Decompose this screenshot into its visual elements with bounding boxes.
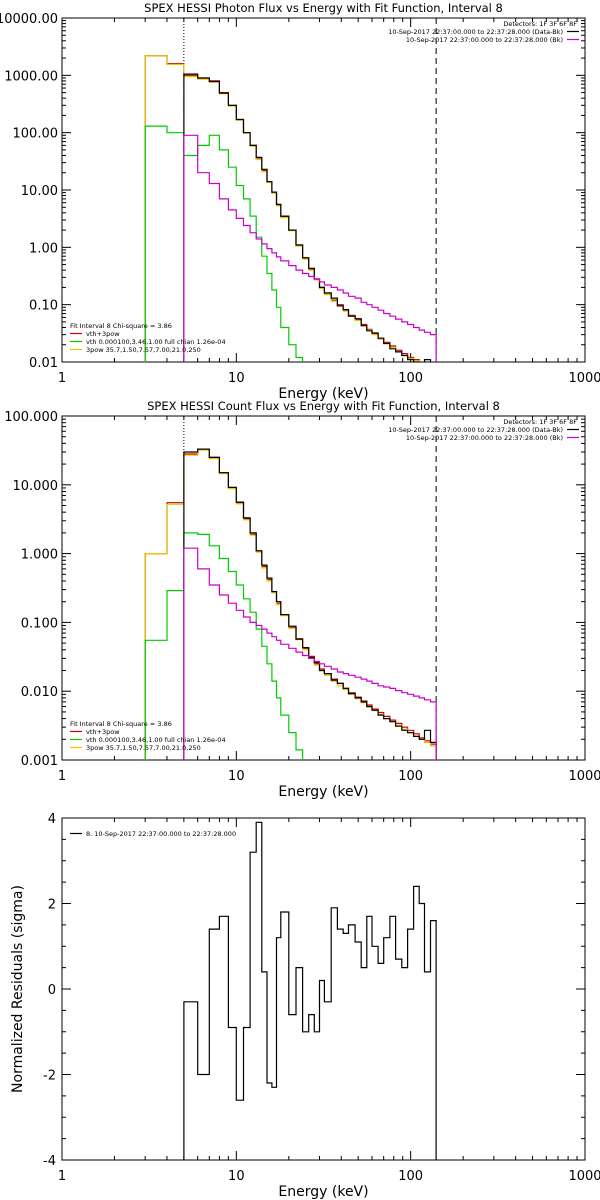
y-tick-label: 1.000 [21,548,58,563]
x-tick-label: 1 [58,371,66,386]
y-tick-label: 0.010 [21,685,58,700]
series-line-data-bk [183,448,437,760]
chart-3: 1 10 100 1000 -4 -2 0 2 4 Energy (keV) Normalized … [10,812,600,1200]
chart-title: SPEX HESSI Count Flux vs Energy with Fit… [147,399,500,413]
chart-1: SPEX HESSI Photon Flux vs Energy with Fi… [0,1,600,402]
x-tick-label: 1000 [568,769,600,784]
y-axis-label: Normalized Residuals (sigma) [10,885,26,1093]
series-line-3pow [144,449,437,760]
x-tick-label: 10 [228,1169,245,1184]
series-line-vth [144,125,304,362]
legend-header: Fit Interval 8 Chi-square = 3.86 [70,322,172,330]
y-tick-label: 10000.00 [0,12,58,27]
x-tick-label: 10 [228,769,245,784]
legend-entry-label: 3pow 35.7,1.50,7.57,7.00,21.0,250 [86,346,201,354]
y-tick-label: 0.001 [21,754,58,769]
plot-area [144,55,437,362]
series-line-residuals [183,821,437,1160]
x-axis-label: Energy (keV) [278,1184,368,1200]
legend-entry-label: vth+3pow [86,330,120,338]
x-tick-label: 100 [398,371,423,386]
x-tick-label: 1000 [568,1169,600,1184]
legend-entry-label: vth+3pow [86,728,120,736]
legend-entry-label: 10-Sep-2017 22:37:00.000 to 22:37:28.000… [388,426,563,434]
y-tick-label: 10.00 [21,184,58,199]
series-line-vth-3pow [144,55,420,362]
y-tick-label: 10.000 [13,479,59,494]
plot-frame [61,17,586,363]
chart-2: SPEX HESSI Count Flux vs Energy with Fit… [4,399,600,800]
x-tick-label: 100 [398,1169,423,1184]
y-tick-label: -4 [43,1154,56,1169]
legend-entry-label: 3pow 35.7,1.50,7.57,7.00,21.0,250 [86,744,201,752]
series-line-3pow [144,55,420,362]
x-tick-label: 10 [228,371,245,386]
legend-entry-label: 10-Sep-2017 22:37:00.000 to 22:37:28.000… [388,28,563,36]
legend-entry-label: vth 0.000100,3.46,1.00 full chian 1.26e-… [86,736,226,744]
legend-entry-label: 10-Sep-2017 22:37:00.000 to 22:37:28.000… [406,36,563,44]
x-tick-label: 100 [398,769,423,784]
x-tick-label: 1 [58,1169,66,1184]
legend-header: Detectors: 1F 3F 6F 8F [503,20,577,28]
y-tick-label: 2 [48,898,56,913]
x-tick-label: 1000 [568,371,600,386]
plot-area [144,448,437,760]
series-line-vth-3pow [144,448,437,760]
legend-header: Detectors: 1F 3F 6F 8F [503,418,577,426]
y-tick-label: 0.100 [21,616,58,631]
y-tick-label: 1000.00 [4,69,58,84]
y-tick-label: 100.000 [4,410,58,425]
y-tick-label: 0.10 [29,299,58,314]
series-line-vth [144,532,304,760]
y-tick-label: 1.00 [29,241,58,256]
y-tick-label: 0.01 [29,356,58,371]
x-axis-label: Energy (keV) [278,784,368,800]
y-tick-label: 4 [48,812,56,827]
legend-entry-label: 8. 10-Sep-2017 22:37:00.000 to 22:37:28.… [86,830,236,838]
legend-entry-label: 10-Sep-2017 22:37:00.000 to 22:37:28.000… [406,434,563,442]
x-axis-label: Energy (keV) [278,386,368,402]
series-line-bk [183,547,437,760]
y-tick-label: 0 [48,983,56,998]
series-line-data-bk [183,73,432,362]
x-tick-label: 1 [58,769,66,784]
y-tick-label: -2 [43,1069,56,1084]
legend-entry-label: vth 0.000100,3.46,1.00 full chian 1.26e-… [86,338,226,346]
plot-frame [61,415,586,761]
legend-header: Fit Interval 8 Chi-square = 3.86 [70,720,172,728]
series-line-bk [183,134,437,362]
plot-frame [61,817,586,1161]
y-tick-label: 100.00 [13,127,59,142]
chart-title: SPEX HESSI Photon Flux vs Energy with Fi… [144,1,503,15]
plot-area [183,821,437,1160]
